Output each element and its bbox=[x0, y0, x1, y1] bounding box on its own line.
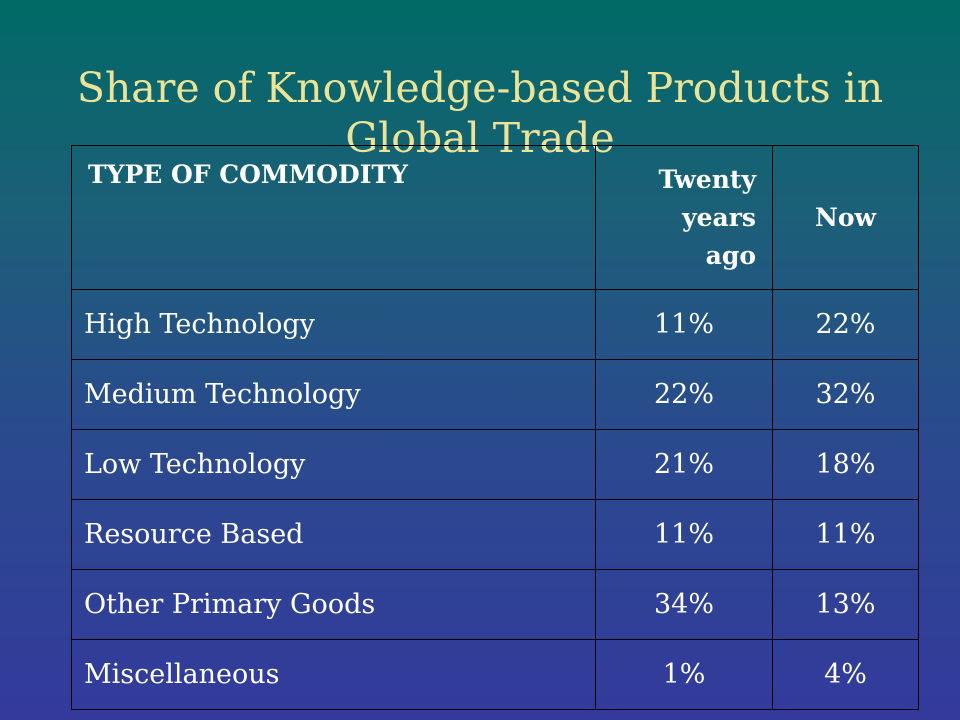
now-cell: 13% bbox=[772, 569, 919, 640]
twenty-years-ago-cell: 22% bbox=[595, 359, 773, 430]
now-cell: 4% bbox=[772, 639, 919, 710]
header-now: Now bbox=[772, 145, 919, 290]
table-row: Miscellaneous 1% 4% bbox=[71, 639, 919, 710]
table-header-row: TYPE OF COMMODITY Twenty years ago Now bbox=[71, 145, 919, 290]
table-row: High Technology 11% 22% bbox=[71, 289, 919, 360]
commodity-name-cell: Low Technology bbox=[71, 429, 596, 500]
now-cell: 18% bbox=[772, 429, 919, 500]
table-row: Low Technology 21% 18% bbox=[71, 429, 919, 500]
slide-title: Share of Knowledge-based Products in Glo… bbox=[0, 63, 960, 163]
commodity-name-cell: Medium Technology bbox=[71, 359, 596, 430]
header-twenty-years-ago: Twenty years ago bbox=[595, 145, 773, 290]
twenty-years-ago-cell: 1% bbox=[595, 639, 773, 710]
header-commodity: TYPE OF COMMODITY bbox=[71, 145, 596, 290]
table-row: Other Primary Goods 34% 13% bbox=[71, 569, 919, 640]
commodity-name-cell: Miscellaneous bbox=[71, 639, 596, 710]
title-line-1: Share of Knowledge-based Products in bbox=[76, 64, 884, 113]
header-twenty-line-3: ago bbox=[705, 240, 756, 270]
twenty-years-ago-cell: 11% bbox=[595, 289, 773, 360]
commodity-name-cell: Resource Based bbox=[71, 499, 596, 570]
commodity-name-cell: High Technology bbox=[71, 289, 596, 360]
commodity-name-cell: Other Primary Goods bbox=[71, 569, 596, 640]
twenty-years-ago-cell: 34% bbox=[595, 569, 773, 640]
now-cell: 22% bbox=[772, 289, 919, 360]
commodity-table: TYPE OF COMMODITY Twenty years ago Now H… bbox=[71, 145, 919, 710]
now-cell: 11% bbox=[772, 499, 919, 570]
header-twenty-line-2: years bbox=[682, 202, 756, 232]
table-row: Medium Technology 22% 32% bbox=[71, 359, 919, 430]
twenty-years-ago-cell: 11% bbox=[595, 499, 773, 570]
header-twenty-line-1: Twenty bbox=[658, 164, 756, 194]
table-row: Resource Based 11% 11% bbox=[71, 499, 919, 570]
now-cell: 32% bbox=[772, 359, 919, 430]
twenty-years-ago-cell: 21% bbox=[595, 429, 773, 500]
